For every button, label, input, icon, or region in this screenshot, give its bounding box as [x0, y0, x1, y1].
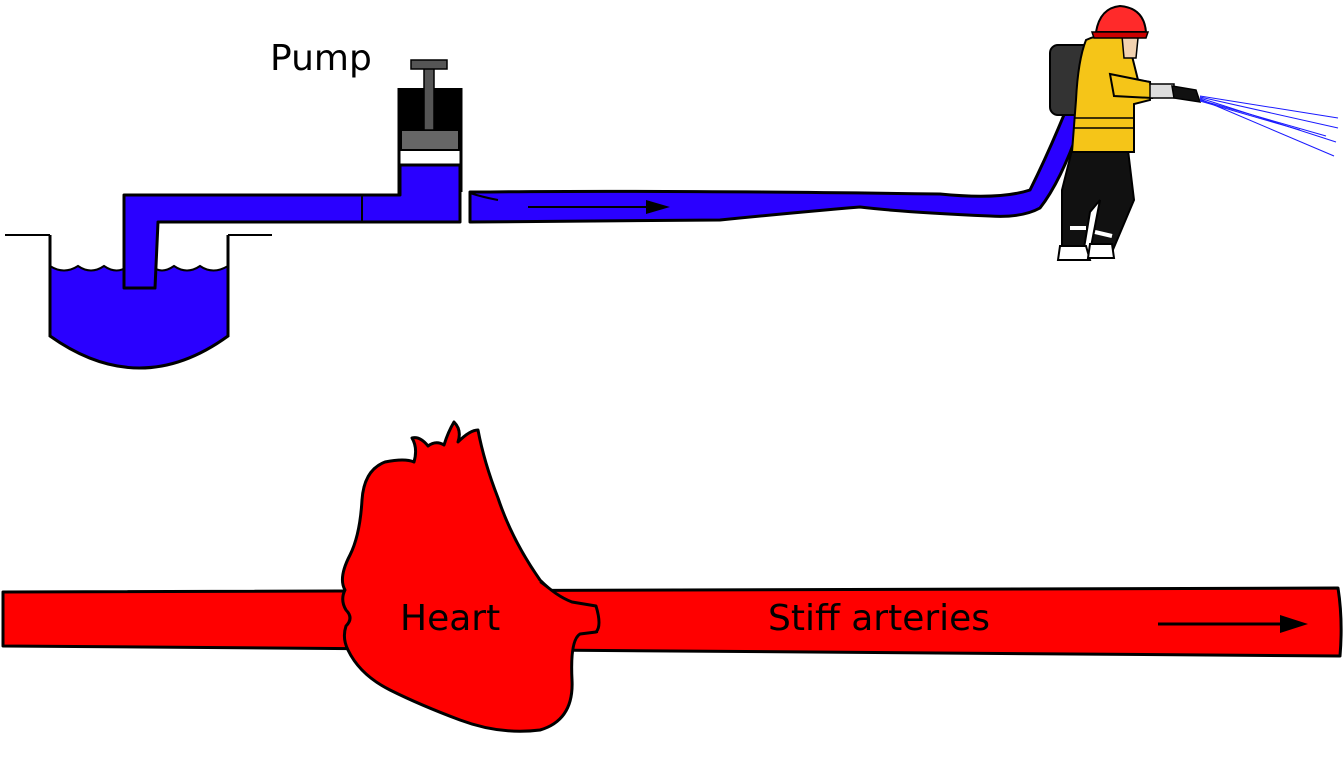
water-reservoir-icon: [48, 235, 230, 370]
heart-label: Heart: [400, 598, 500, 639]
piston-pump-icon: [397, 59, 463, 195]
water-system: Pump: [5, 4, 1339, 370]
fire-hose: [468, 76, 1110, 224]
cardio-system: Heart Stiff arteries: [1, 420, 1343, 733]
water-flow-arrow: [528, 200, 670, 214]
blood-flow-arrow: [1158, 615, 1308, 633]
arteries-label: Stiff arteries: [768, 598, 990, 639]
water-spray: [1199, 95, 1339, 157]
heart-icon: [340, 420, 601, 733]
firefighter-icon: [1049, 4, 1202, 261]
pump-label: Pump: [270, 38, 372, 79]
artery-tube: [1, 586, 1343, 658]
